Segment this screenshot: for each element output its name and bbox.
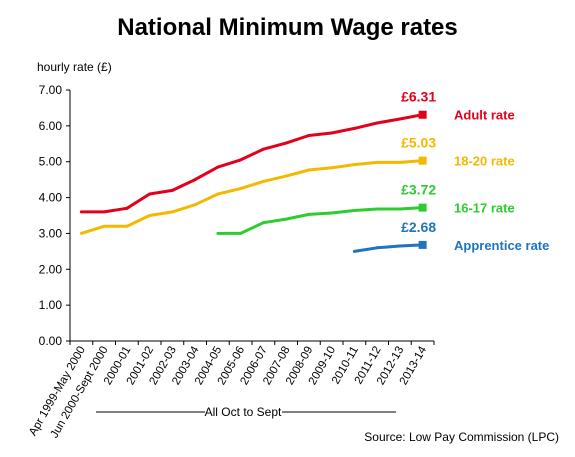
series-point — [170, 210, 174, 214]
series-point — [375, 121, 379, 125]
series-point — [125, 206, 129, 210]
series-line — [354, 243, 423, 253]
series-point — [398, 117, 402, 121]
y-tick-label: 5.00 — [39, 155, 63, 169]
series-line — [217, 206, 423, 235]
series-point — [216, 165, 220, 169]
series-point — [102, 224, 106, 228]
series-line — [80, 159, 423, 235]
series-point — [307, 212, 311, 216]
series-point — [352, 163, 356, 167]
series-point — [330, 211, 334, 215]
y-tick-label: 6.00 — [39, 119, 63, 133]
series-point — [216, 231, 220, 235]
y-tick-label: 0.00 — [39, 334, 63, 348]
series-point — [398, 244, 402, 248]
x-group-label: All Oct to Sept — [205, 405, 282, 419]
series-point — [307, 168, 311, 172]
series-point — [330, 131, 334, 135]
series-point — [239, 158, 243, 162]
series-point — [352, 126, 356, 130]
series-end-marker — [418, 110, 427, 119]
series-point — [148, 192, 152, 196]
series-point — [261, 179, 265, 183]
series-value-label: £6.31 — [401, 89, 436, 105]
series-point — [398, 207, 402, 211]
series-point — [284, 217, 288, 221]
series-point — [102, 210, 106, 214]
series-end-marker — [418, 156, 427, 165]
y-axis-label: hourly rate (£) — [37, 60, 112, 74]
series-point — [125, 224, 129, 228]
series-layer — [79, 110, 427, 253]
series-point — [330, 166, 334, 170]
series-point — [148, 214, 152, 217]
series-point — [375, 246, 379, 250]
series-legend-label: Apprentice rate — [454, 238, 549, 253]
series-legend-label: Adult rate — [454, 108, 515, 123]
series-value-label: £3.72 — [401, 182, 436, 198]
series-legend-label: 16-17 rate — [454, 201, 515, 216]
y-tick-label: 2.00 — [39, 262, 63, 276]
series-point — [79, 210, 83, 214]
series-point — [216, 192, 220, 196]
chart-title: National Minimum Wage rates — [117, 14, 458, 41]
series-point — [352, 249, 356, 253]
series-point — [307, 134, 311, 138]
series-end-marker — [418, 240, 427, 249]
series-point — [193, 178, 197, 182]
source-note: Source: Low Pay Commission (LPC) — [364, 430, 559, 444]
y-tick-label: 1.00 — [39, 298, 63, 312]
series-point — [170, 188, 174, 192]
series-value-label: £5.03 — [401, 135, 436, 151]
series-legend-label: 18-20 rate — [454, 154, 515, 169]
series-point — [398, 160, 402, 164]
series-point — [193, 203, 197, 207]
series-point — [284, 174, 288, 178]
series-point — [261, 221, 265, 225]
series-line — [81, 113, 423, 214]
y-tick-label: 7.00 — [39, 83, 63, 97]
series-end-marker — [418, 203, 427, 212]
series-point — [352, 208, 356, 212]
series-point — [261, 147, 265, 151]
series-point — [239, 231, 243, 235]
y-tick-label: 3.00 — [39, 226, 63, 240]
series-value-label: £2.68 — [401, 219, 436, 235]
series-point — [239, 187, 243, 191]
series-point — [284, 141, 288, 145]
series-point — [79, 231, 83, 235]
series-point — [375, 207, 379, 211]
labels-layer: £6.31 Adult rate £5.03 18-20 rate £3.72 16-17… — [401, 89, 549, 253]
series-point — [375, 160, 379, 164]
y-tick-label: 4.00 — [39, 191, 63, 205]
